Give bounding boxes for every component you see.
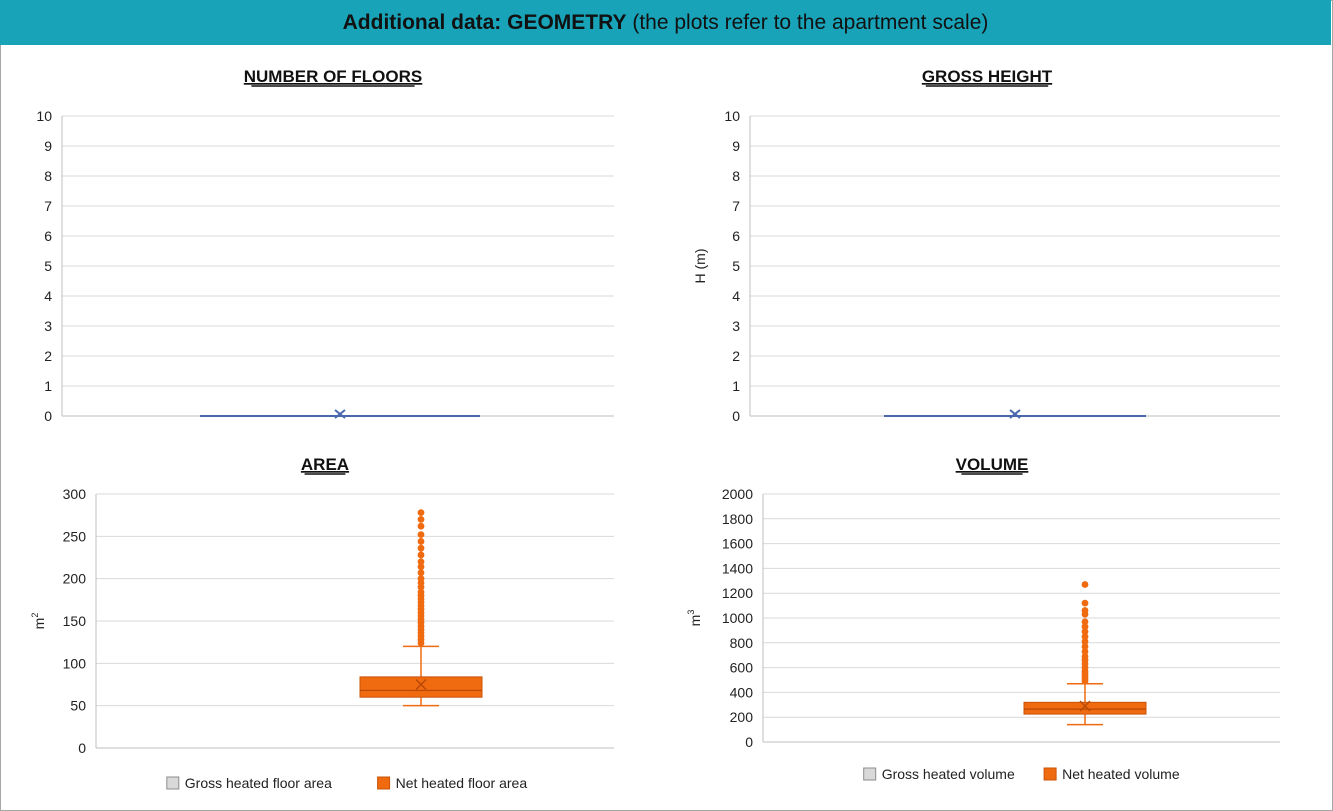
outlier-point <box>1081 607 1089 614</box>
y-tick-label: 6 <box>732 228 740 244</box>
legend-swatch <box>377 776 391 790</box>
y-tick-label: 800 <box>730 635 754 651</box>
y-tick-label: 9 <box>44 138 52 154</box>
y-axis-label-exponent: 2 <box>30 613 40 618</box>
mean-marker <box>415 679 427 690</box>
outlier-point <box>417 522 425 530</box>
y-tick-label: 9 <box>732 138 740 154</box>
y-tick-label: 50 <box>70 698 86 714</box>
legend-swatch <box>863 767 877 781</box>
legend-label: Gross heated floor area <box>185 775 332 791</box>
outlier-point <box>1081 648 1089 655</box>
legend-label: Gross heated volume <box>882 766 1015 782</box>
y-tick-label: 8 <box>732 168 740 184</box>
box-iqr <box>1023 701 1147 715</box>
outlier-point <box>417 563 425 571</box>
y-tick-label: 7 <box>732 198 740 214</box>
chart-1: GROSS HEIGHT 0 1 2 3 4 5 6 7 8 9 10 H (m) <box>692 67 1280 424</box>
y-tick-label: 5 <box>732 258 740 274</box>
y-tick-label: 10 <box>724 108 740 124</box>
y-tick-label: 0 <box>78 740 86 756</box>
y-tick-label: 7 <box>44 198 52 214</box>
header-title-bold: Additional data: GEOMETRY <box>342 11 627 34</box>
outlier-point <box>417 551 425 559</box>
outlier-point <box>417 588 425 596</box>
y-axis-label-exponent: 3 <box>686 610 696 615</box>
mean-marker <box>1009 409 1021 419</box>
y-tick-label: 600 <box>730 660 754 676</box>
legend-swatch <box>166 776 180 790</box>
y-tick-label: 2 <box>44 348 52 364</box>
outlier-point <box>1081 623 1089 631</box>
section-header-banner: Additional data: GEOMETRY (the plots ref… <box>0 0 1331 45</box>
y-tick-label: 0 <box>732 408 740 424</box>
y-axis-label: m2 <box>30 613 47 630</box>
y-tick-label: 1200 <box>722 585 753 601</box>
y-axis-label: m3 <box>686 610 703 627</box>
y-tick-label: 200 <box>730 709 754 725</box>
outlier-point <box>1081 628 1089 636</box>
header-title-rest: (the plots refer to the apartment scale) <box>632 11 989 34</box>
outlier-point <box>1081 633 1089 640</box>
outlier-point <box>1081 643 1089 650</box>
y-axis-label: H (m) <box>692 249 708 284</box>
y-tick-label: 100 <box>63 655 87 671</box>
y-tick-label: 300 <box>63 486 87 502</box>
y-tick-label: 8 <box>44 168 52 184</box>
chart-title: AREA <box>301 455 349 474</box>
outlier-point <box>417 544 425 552</box>
outlier-point <box>1081 638 1089 645</box>
outlier-point <box>1081 653 1089 660</box>
outlier-point <box>1081 618 1089 626</box>
outlier-point <box>417 516 425 523</box>
legend-label: Net heated volume <box>1062 766 1180 782</box>
outlier-point <box>417 531 425 539</box>
y-tick-label: 10 <box>36 108 52 124</box>
chart-title: VOLUME <box>956 455 1029 474</box>
y-tick-label: 6 <box>44 228 52 244</box>
outlier-point <box>1081 599 1089 607</box>
y-tick-label: 1 <box>44 378 52 394</box>
y-tick-label: 4 <box>732 288 740 304</box>
y-tick-label: 1400 <box>722 560 753 576</box>
y-tick-label: 0 <box>745 734 753 750</box>
legend-swatch <box>1043 767 1057 781</box>
outlier-point <box>417 538 425 545</box>
y-tick-label: 2 <box>732 348 740 364</box>
y-tick-label: 150 <box>63 613 87 629</box>
y-tick-label: 0 <box>44 408 52 424</box>
y-tick-label: 1600 <box>722 536 753 552</box>
y-tick-label: 4 <box>44 288 52 304</box>
y-tick-label: 2000 <box>722 486 753 502</box>
y-tick-label: 400 <box>730 684 754 700</box>
mean-marker <box>1079 700 1091 712</box>
y-tick-label: 5 <box>44 258 52 274</box>
box-iqr <box>359 676 483 698</box>
outlier-point <box>417 509 425 517</box>
y-tick-label: 1800 <box>722 511 753 527</box>
mean-marker <box>334 409 346 419</box>
y-tick-label: 1 <box>732 378 740 394</box>
y-tick-label: 200 <box>63 571 87 587</box>
y-tick-label: 1000 <box>722 610 753 626</box>
legend-label: Net heated floor area <box>396 775 528 791</box>
outlier-point <box>417 558 425 566</box>
chart-0: NUMBER OF FLOORS 0 1 2 3 4 5 6 7 8 9 10 <box>36 67 614 424</box>
chart-title: NUMBER OF FLOORS <box>244 67 423 86</box>
chart-title: GROSS HEIGHT <box>922 67 1053 86</box>
chart-3: VOLUME 0 200 400 600 800 1000 1200 1400 1600 1800 2… <box>686 455 1280 782</box>
y-tick-label: 3 <box>44 318 52 334</box>
outlier-point <box>1081 581 1089 588</box>
y-tick-label: 3 <box>732 318 740 334</box>
chart-2: AREA 0 50 100 150 200 250 300 m2 Gross heated flo… <box>30 455 614 791</box>
outlier-point <box>417 569 425 577</box>
y-tick-label: 250 <box>63 528 87 544</box>
outlier-point <box>417 575 425 583</box>
